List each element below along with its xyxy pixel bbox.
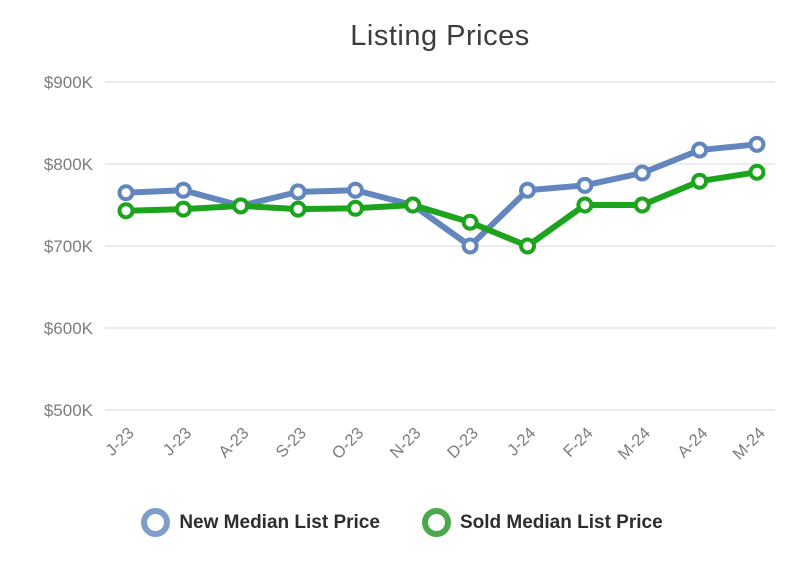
x-tick-label: S-23 xyxy=(273,424,310,461)
data-point-sold xyxy=(346,199,364,217)
x-tick-label: J-24 xyxy=(504,424,539,459)
data-point-sold xyxy=(461,213,479,231)
data-point-new xyxy=(519,181,537,199)
data-point-sold xyxy=(633,196,651,214)
y-tick-label: $700K xyxy=(44,237,94,256)
chart-title: Listing Prices xyxy=(350,20,530,52)
data-point-new xyxy=(461,237,479,255)
data-point-new xyxy=(633,164,651,182)
x-tick-label: O-23 xyxy=(329,424,368,463)
data-point-sold xyxy=(748,163,766,181)
data-point-sold xyxy=(691,172,709,190)
x-tick-label: N-23 xyxy=(387,424,425,462)
legend-label-sold: Sold Median List Price xyxy=(459,511,663,533)
sold-series-ring-icon xyxy=(421,508,451,537)
data-point-sold xyxy=(576,196,594,214)
x-tick-label: A-24 xyxy=(674,424,711,461)
data-point-new xyxy=(576,176,594,194)
y-tick-label: $600K xyxy=(44,319,94,338)
series-line-sold xyxy=(123,169,760,249)
legend-item-new[interactable]: New Median List Price xyxy=(141,508,380,537)
x-tick-label: J-23 xyxy=(102,424,137,459)
data-point-sold xyxy=(519,237,537,255)
x-tick-label: M-24 xyxy=(615,424,654,463)
plot-area: $900K $800K $700K $600K $500K J-23 J-23 A-23 S-2… xyxy=(44,73,775,463)
data-point-new xyxy=(174,181,192,199)
series-line-new xyxy=(123,141,760,249)
x-tick-label: A-23 xyxy=(215,424,252,461)
data-point-sold xyxy=(289,200,307,218)
chart-legend: New Median List Price Sold Median List P… xyxy=(0,508,804,537)
y-tick-label: $800K xyxy=(44,155,94,174)
legend-item-sold[interactable]: Sold Median List Price xyxy=(421,508,663,537)
data-point-new xyxy=(691,141,709,159)
data-point-sold xyxy=(117,202,135,220)
data-point-sold xyxy=(174,200,192,218)
data-point-new xyxy=(289,183,307,201)
y-tick-label: $900K xyxy=(44,73,94,92)
legend-label-new: New Median List Price xyxy=(179,511,380,533)
data-point-sold xyxy=(404,196,422,214)
data-point-sold xyxy=(232,197,250,215)
y-tick-label: $500K xyxy=(44,401,94,420)
x-tick-label: D-23 xyxy=(444,424,482,462)
new-series-ring-icon xyxy=(141,508,171,537)
x-tick-label: M-24 xyxy=(729,424,768,463)
data-point-new xyxy=(346,181,364,199)
data-point-new xyxy=(748,135,766,153)
data-point-new xyxy=(117,184,135,202)
x-tick-label: J-23 xyxy=(160,424,195,459)
x-tick-label: F-24 xyxy=(560,424,597,461)
